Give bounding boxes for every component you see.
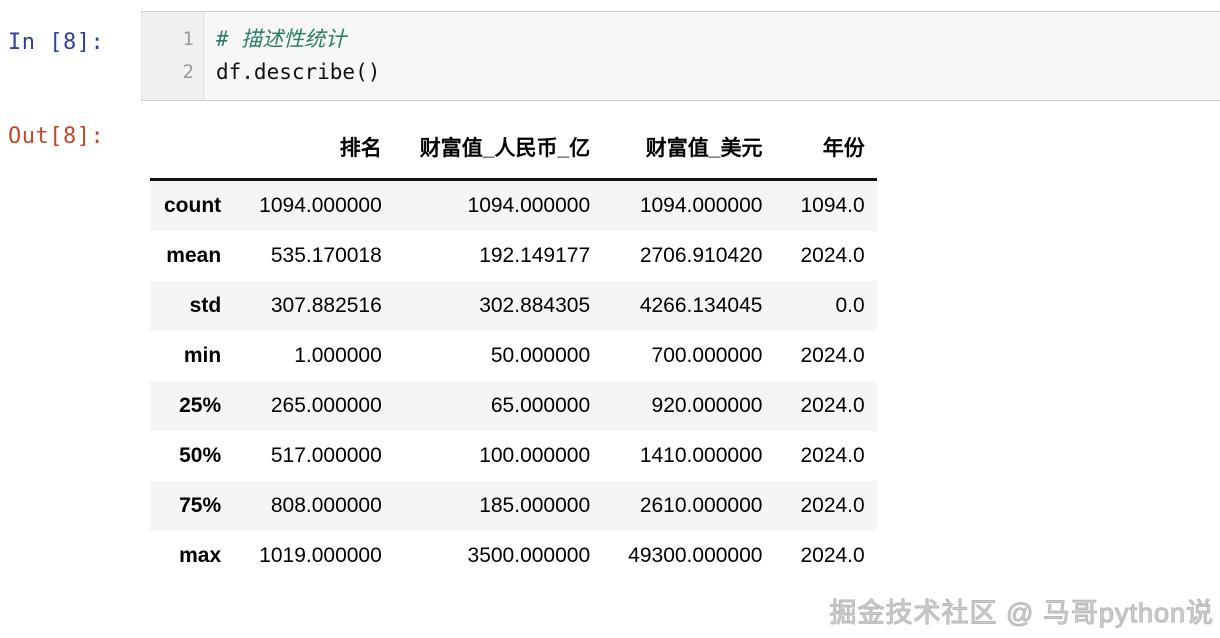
row-cell: 1019.000000 (233, 531, 394, 581)
row-cell: 192.149177 (393, 231, 603, 281)
row-cell: 50.000000 (393, 331, 603, 381)
index-header (150, 118, 234, 181)
output-area: 排名 财富值_人民币_亿 财富值_美元 年份 count 1094.000000… (141, 118, 1220, 581)
row-label: min (150, 331, 234, 381)
row-label: std (150, 281, 234, 331)
code-comment-token: # 描述性统计 (216, 27, 347, 51)
line-number-2: 2 (182, 61, 194, 83)
line-number-gutter: 1 2 (142, 12, 204, 100)
row-cell: 2024.0 (774, 531, 877, 581)
row-cell: 185.000000 (393, 481, 603, 531)
table-row: max 1019.000000 3500.000000 49300.000000… (150, 531, 877, 581)
row-cell: 65.000000 (393, 381, 603, 431)
table-row: mean 535.170018 192.149177 2706.910420 2… (150, 231, 877, 281)
row-cell: 1094.000000 (393, 179, 603, 231)
row-cell: 700.000000 (602, 331, 775, 381)
row-label: 75% (150, 481, 234, 531)
line-number-1: 1 (182, 28, 194, 50)
dataframe-head: 排名 财富值_人民币_亿 财富值_美元 年份 (150, 118, 877, 181)
column-header-1: 财富值_人民币_亿 (393, 118, 603, 181)
code-text-area[interactable]: # 描述性统计 df.describe() (204, 12, 1220, 100)
column-header-0: 排名 (233, 118, 394, 181)
dataframe-table: 排名 财富值_人民币_亿 财富值_美元 年份 count 1094.000000… (150, 118, 877, 581)
row-cell: 265.000000 (233, 381, 394, 431)
row-cell: 2024.0 (774, 431, 877, 481)
row-label: max (150, 531, 234, 581)
row-cell: 2024.0 (774, 381, 877, 431)
row-cell: 1.000000 (233, 331, 394, 381)
row-cell: 2024.0 (774, 331, 877, 381)
input-cell-row: In [8]: 1 2 # 描述性统计 df.describe() (0, 0, 1220, 110)
row-cell: 100.000000 (393, 431, 603, 481)
row-label: mean (150, 231, 234, 281)
row-cell: 3500.000000 (393, 531, 603, 581)
row-cell: 2024.0 (774, 231, 877, 281)
row-cell: 1410.000000 (602, 431, 775, 481)
output-prompt: Out[8]: (8, 124, 105, 149)
row-cell: 920.000000 (602, 381, 775, 431)
dataframe-body: count 1094.000000 1094.000000 1094.00000… (150, 179, 877, 581)
input-prompt: In [8]: (8, 30, 105, 55)
row-cell: 2610.000000 (602, 481, 775, 531)
row-cell: 1094.000000 (602, 179, 775, 231)
code-editor[interactable]: 1 2 # 描述性统计 df.describe() (141, 11, 1220, 101)
row-cell: 517.000000 (233, 431, 394, 481)
row-cell: 1094.000000 (233, 179, 394, 231)
row-label: 50% (150, 431, 234, 481)
row-cell: 808.000000 (233, 481, 394, 531)
row-cell: 49300.000000 (602, 531, 775, 581)
row-cell: 2024.0 (774, 481, 877, 531)
code-line-1: # 描述性统计 (216, 23, 1220, 56)
row-cell: 302.884305 (393, 281, 603, 331)
row-cell: 2706.910420 (602, 231, 775, 281)
table-row: count 1094.000000 1094.000000 1094.00000… (150, 179, 877, 231)
table-row: 25% 265.000000 65.000000 920.000000 2024… (150, 381, 877, 431)
row-cell: 535.170018 (233, 231, 394, 281)
row-cell: 4266.134045 (602, 281, 775, 331)
code-line-2: df.describe() (216, 60, 381, 84)
table-row: std 307.882516 302.884305 4266.134045 0.… (150, 281, 877, 331)
header-row: 排名 财富值_人民币_亿 财富值_美元 年份 (150, 118, 877, 181)
table-row: min 1.000000 50.000000 700.000000 2024.0 (150, 331, 877, 381)
row-label: 25% (150, 381, 234, 431)
table-row: 50% 517.000000 100.000000 1410.000000 20… (150, 431, 877, 481)
row-cell: 307.882516 (233, 281, 394, 331)
row-label: count (150, 179, 234, 231)
table-row: 75% 808.000000 185.000000 2610.000000 20… (150, 481, 877, 531)
row-cell: 0.0 (774, 281, 877, 331)
column-header-2: 财富值_美元 (602, 118, 775, 181)
watermark: 掘金技术社区 @ 马哥python说 (829, 598, 1214, 629)
column-header-3: 年份 (774, 118, 877, 181)
row-cell: 1094.0 (774, 179, 877, 231)
